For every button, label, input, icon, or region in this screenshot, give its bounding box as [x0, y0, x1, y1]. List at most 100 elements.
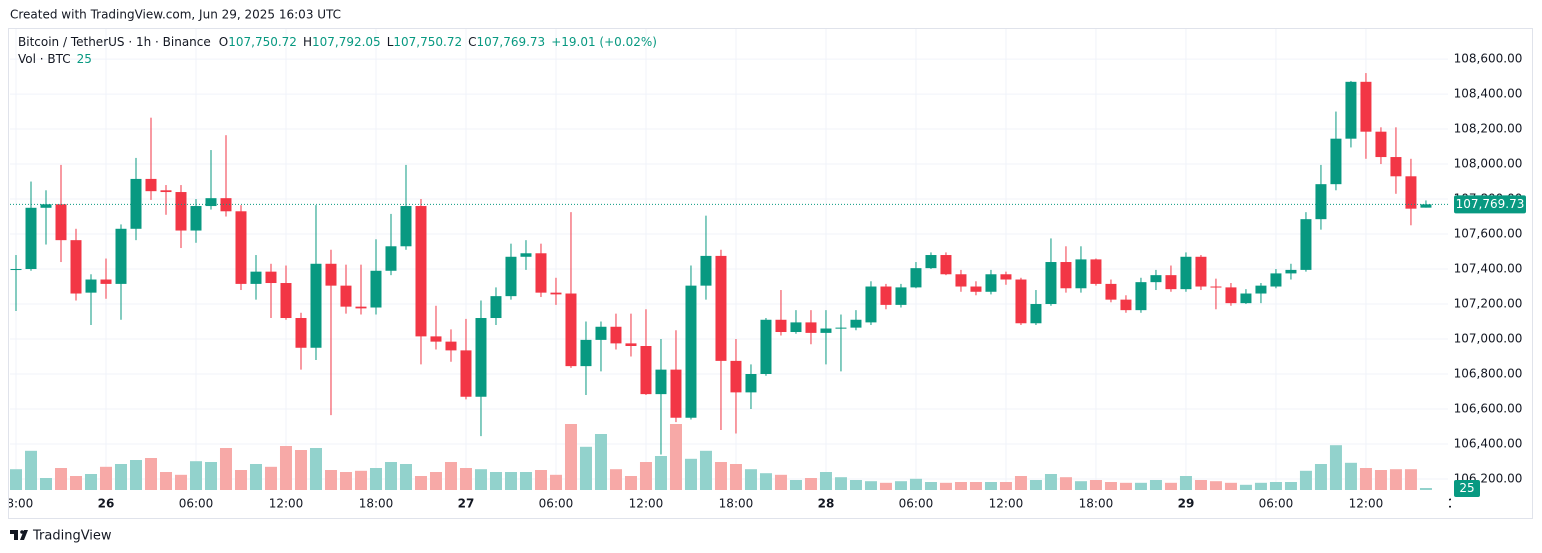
candle-body — [70, 240, 82, 294]
volume-bar — [564, 424, 577, 490]
candle-body — [835, 327, 847, 329]
x-tick-label: 06:00 — [1259, 497, 1294, 511]
volume-bar — [744, 469, 757, 490]
y-tick-label: 108,400.00 — [1454, 87, 1523, 101]
change: +19.01 (+0.02%) — [551, 35, 657, 49]
volume-bar — [609, 469, 622, 490]
candle-body — [925, 255, 937, 269]
frame — [8, 28, 1533, 519]
candle-body — [175, 192, 187, 231]
volume-bar — [324, 470, 337, 490]
volume-bar — [1314, 464, 1327, 490]
volume-bar — [864, 481, 877, 490]
candle-body — [1105, 283, 1117, 300]
volume-bar — [1074, 481, 1087, 490]
candle-body — [760, 319, 772, 375]
candle-body — [1150, 275, 1162, 283]
candle-body — [1330, 138, 1342, 185]
legend: Bitcoin / TetherUS · 1h · Binance O107,75… — [18, 35, 657, 49]
candle-body — [475, 318, 487, 397]
volume-bar — [834, 477, 847, 490]
volume-value: 25 — [77, 52, 92, 66]
volume-bar — [1359, 468, 1372, 490]
last-price-label: 107,769.73 — [1456, 197, 1525, 211]
volume-bar — [159, 472, 172, 490]
volume-bar — [984, 482, 997, 490]
volume-bar — [909, 478, 922, 490]
candle-body — [115, 228, 127, 284]
volume-bar — [84, 474, 97, 490]
volume-bar — [1059, 477, 1072, 490]
volume-bar — [24, 450, 37, 490]
volume-bar — [219, 448, 232, 490]
volume-legend: Vol · BTC 25 — [18, 52, 92, 66]
candle-body — [970, 286, 982, 292]
candle-body — [1405, 176, 1417, 209]
volume-bar — [264, 466, 277, 490]
last-volume-label: 25 — [1459, 481, 1474, 495]
volume-bar — [789, 480, 802, 490]
candle-body — [685, 285, 697, 418]
candle-body — [550, 292, 562, 295]
candle-body — [460, 350, 472, 397]
candle-body — [940, 255, 952, 275]
candle-body — [40, 204, 52, 208]
volume-bar — [729, 464, 742, 490]
x-tick-label: 06:00 — [899, 497, 934, 511]
candle-body — [1345, 81, 1357, 139]
volume-bar — [819, 472, 832, 490]
candle-body — [520, 253, 532, 257]
candle-body — [535, 253, 547, 293]
candle-body — [220, 198, 232, 212]
last-price-box — [1454, 195, 1526, 214]
candle-body — [670, 369, 682, 418]
candle-body — [250, 271, 262, 284]
x-tick-label: 18:00 — [719, 497, 754, 511]
x-tick-label: 26 — [98, 497, 115, 511]
candle-body — [1270, 273, 1282, 287]
ohlc-value: 107,750.72 — [228, 35, 297, 49]
candle-body — [295, 318, 307, 348]
footer-brand: TradingView — [32, 529, 112, 544]
volume-bar — [1044, 474, 1057, 490]
volume-bar — [624, 476, 637, 490]
volume-bar — [654, 456, 667, 490]
x-tick-label: 18:00 — [359, 497, 394, 511]
candle-body — [715, 255, 727, 361]
volume-bar — [54, 468, 67, 490]
candle-body — [1315, 184, 1327, 220]
volume-bar — [714, 462, 727, 490]
volume-bar — [99, 466, 112, 490]
candle-body — [1210, 286, 1222, 288]
volume-bar — [549, 474, 562, 490]
candle-body — [1390, 157, 1402, 177]
candle-body — [775, 319, 787, 333]
volume-bar — [459, 468, 472, 490]
y-tick-label: 106,600.00 — [1454, 401, 1523, 415]
volume-bar — [879, 482, 892, 490]
candle-body — [415, 206, 427, 337]
candle-body — [505, 256, 517, 297]
candle-body — [895, 287, 907, 305]
volume-bar — [489, 472, 502, 490]
symbol: Bitcoin / TetherUS · 1h · Binance — [18, 35, 211, 49]
volume-bar — [639, 462, 652, 490]
candle-body — [1030, 304, 1042, 324]
volume-bar — [189, 461, 202, 490]
x-tick-label: 06:00 — [179, 497, 214, 511]
candle-body — [1075, 259, 1087, 289]
candle-body — [745, 374, 757, 393]
candle-body — [1180, 256, 1192, 290]
candle-layer — [10, 73, 1448, 455]
candle-body — [355, 306, 367, 309]
volume-bar — [1014, 476, 1027, 490]
candle-body — [100, 279, 112, 284]
volume-bar — [399, 464, 412, 490]
volume-bar — [849, 480, 862, 490]
volume-bar — [1149, 480, 1162, 490]
candle-body — [640, 346, 652, 395]
candle-body — [1375, 131, 1387, 158]
candle-body — [340, 285, 352, 307]
volume-bar — [234, 470, 247, 490]
